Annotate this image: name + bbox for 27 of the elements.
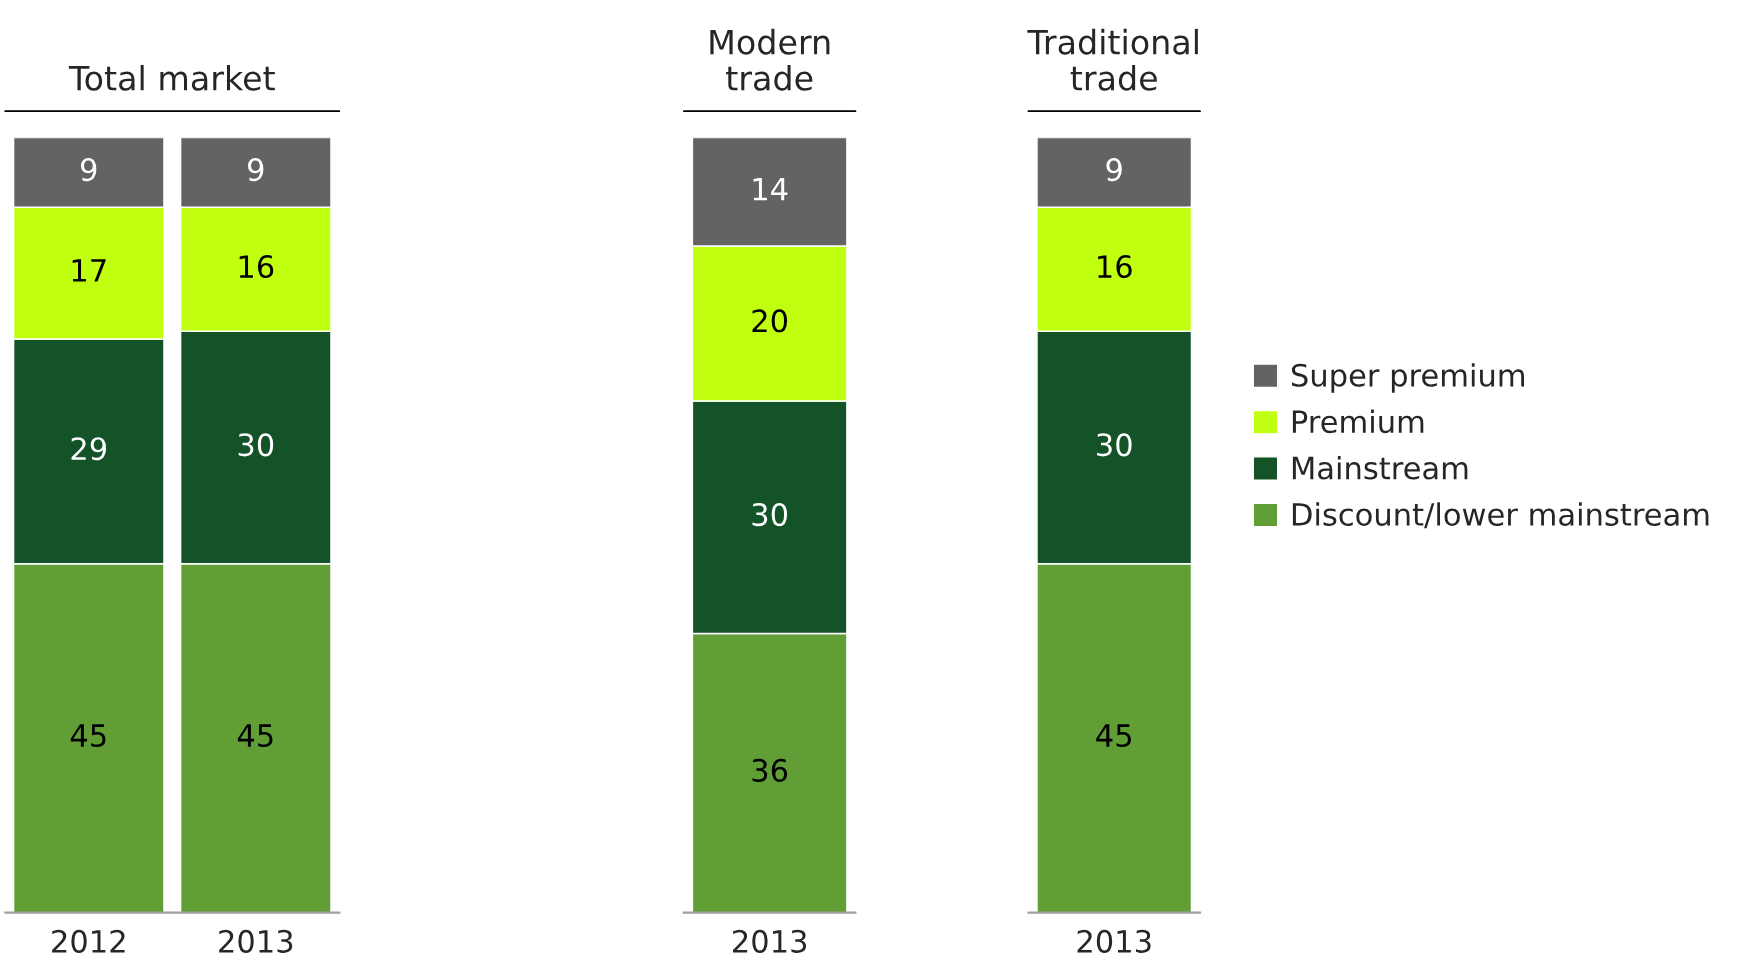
data-label: 16 <box>239 255 274 279</box>
data-label: 30 <box>238 433 274 457</box>
legend-label: Mainstream <box>1292 455 1468 480</box>
data-label: 9 <box>247 158 264 182</box>
chart-title: Traditional trade <box>1027 28 1198 91</box>
x-tick-label: 2013 <box>1077 929 1151 953</box>
legend-label: Discount/lower mainstream <box>1292 502 1709 529</box>
data-label: 30 <box>752 503 788 527</box>
data-label: 45 <box>70 724 106 748</box>
data-label: 14 <box>753 177 788 201</box>
chart-title: Total market <box>68 64 275 91</box>
data-label: 30 <box>1097 433 1132 457</box>
data-label: 16 <box>1098 255 1132 279</box>
data-label: 45 <box>1096 724 1131 748</box>
data-label: 17 <box>72 259 106 282</box>
data-label: 9 <box>80 158 97 182</box>
data-label: 9 <box>1106 158 1122 182</box>
data-label: 45 <box>237 724 273 748</box>
legend-label: Premium <box>1292 409 1424 434</box>
x-tick-label: 2012 <box>52 929 125 953</box>
legend-label: Super premium <box>1291 363 1525 393</box>
data-label: 20 <box>752 309 788 333</box>
x-tick-label: 2013 <box>733 929 807 953</box>
data-label: 36 <box>752 758 788 782</box>
data-label: 29 <box>71 437 107 461</box>
chart-title: Modern trade <box>710 28 830 91</box>
x-tick-label: 2013 <box>219 929 293 953</box>
